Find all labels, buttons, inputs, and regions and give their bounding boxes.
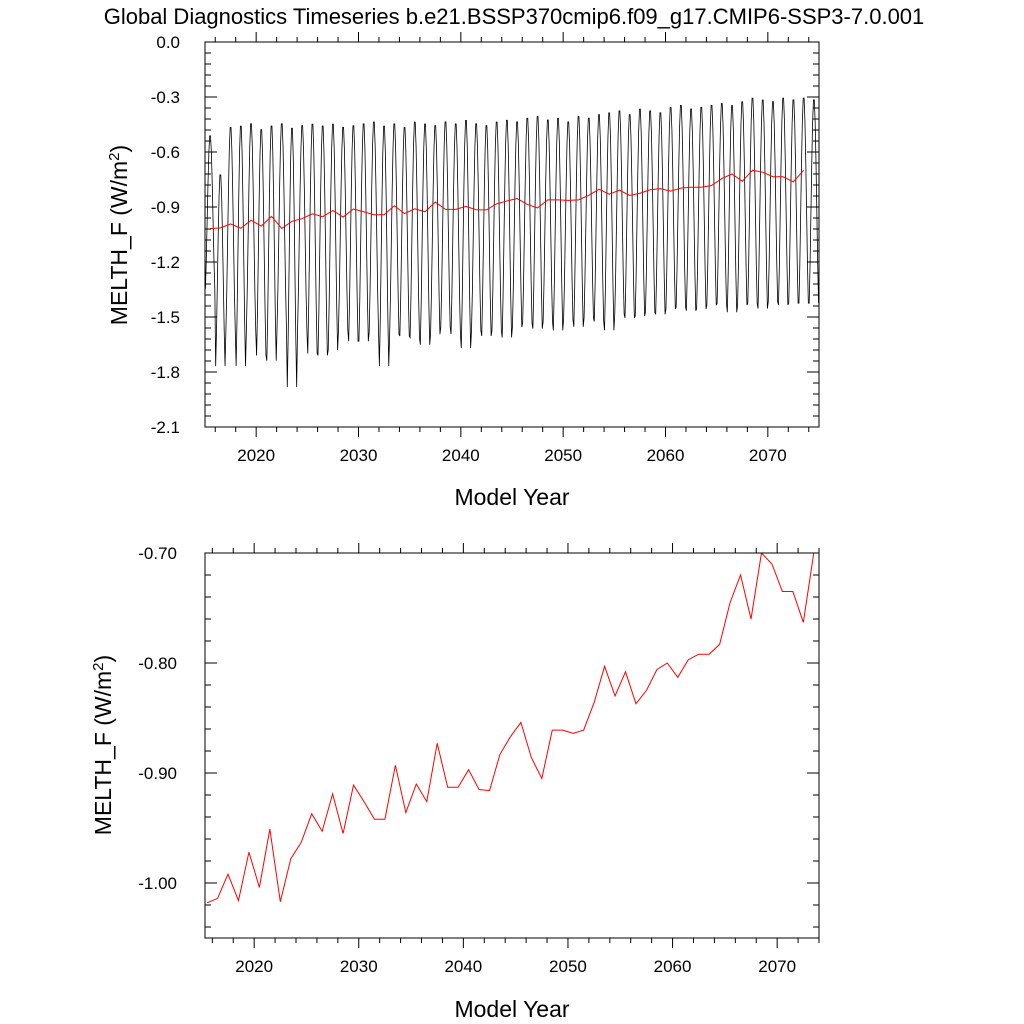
top-x-tick-label: 2040 [442, 446, 480, 465]
top-x-tick-label: 2050 [544, 446, 582, 465]
top-panel: 0.0 -0.3 -0.6 -0.9 -1.2 -1.5 -1.8 -2.1 2020 2030 2… [106, 32, 820, 510]
bottom-x-tick-label: 2030 [340, 957, 378, 976]
top-series-1-line [210, 169, 805, 230]
bottom-y-axis-title-close: ) [90, 655, 116, 663]
top-y-axis-title-main: MELTH_F (W/m [106, 161, 132, 325]
top-y-tick-label: -1.5 [151, 308, 180, 327]
top-y-tick-label: -1.2 [151, 253, 180, 272]
bottom-y-tick-label: -0.70 [138, 544, 177, 563]
top-y-tick-label: -0.3 [151, 88, 180, 107]
top-y-tick-label: -0.6 [151, 143, 180, 162]
top-series-0-line [205, 97, 819, 388]
top-plot-frame [204, 41, 820, 428]
bottom-y-tick-label: -1.00 [138, 874, 177, 893]
bottom-x-tick-label: 2020 [235, 957, 273, 976]
bottom-tick-labels: -0.70 -0.80 -0.90 -1.00 2020 2030 2040 2050 2060… [138, 544, 796, 976]
figure-title: Global Diagnostics Timeseries b.e21.BSSP… [104, 4, 925, 29]
bottom-y-axis-title-main: MELTH_F (W/m [90, 671, 116, 835]
bottom-y-axis-title: MELTH_F (W/m2) [90, 655, 117, 835]
bottom-plot-frame [204, 552, 820, 939]
bottom-x-axis-title: Model Year [454, 996, 569, 1022]
bottom-series-0-line [206, 553, 815, 904]
top-x-tick-label: 2030 [340, 446, 378, 465]
top-y-axis-title-exponent: 2 [106, 152, 123, 160]
top-y-tick-label: -2.1 [151, 418, 180, 437]
top-axes [204, 41, 820, 428]
bottom-plot-lines [206, 553, 815, 904]
top-x-tick-label: 2060 [647, 446, 685, 465]
top-tick-labels: 0.0 -0.3 -0.6 -0.9 -1.2 -1.5 -1.8 -2.1 2020 2030 2… [151, 33, 787, 465]
top-x-tick-label: 2070 [749, 446, 787, 465]
top-y-axis-title-close: ) [106, 145, 132, 153]
top-y-axis-title: MELTH_F (W/m2) [106, 145, 133, 325]
bottom-x-tick-label: 2070 [758, 957, 796, 976]
bottom-ticks [205, 543, 820, 948]
top-x-tick-label: 2020 [237, 446, 275, 465]
top-plot-lines [205, 97, 819, 388]
top-ticks [205, 32, 819, 437]
bottom-panel: -0.70 -0.80 -0.90 -1.00 2020 2030 2040 2050 2060… [90, 543, 820, 1022]
bottom-y-tick-label: -0.90 [138, 764, 177, 783]
bottom-y-tick-label: -0.80 [138, 654, 177, 673]
bottom-x-tick-label: 2040 [444, 957, 482, 976]
bottom-y-axis-title-exponent: 2 [90, 662, 107, 670]
top-y-tick-label: -0.9 [151, 198, 180, 217]
top-y-tick-label: -1.8 [151, 363, 180, 382]
top-y-tick-label: 0.0 [156, 33, 180, 52]
bottom-x-tick-label: 2050 [549, 957, 587, 976]
top-x-axis-title: Model Year [454, 484, 569, 510]
bottom-x-tick-label: 2060 [654, 957, 692, 976]
bottom-axes [204, 552, 820, 939]
